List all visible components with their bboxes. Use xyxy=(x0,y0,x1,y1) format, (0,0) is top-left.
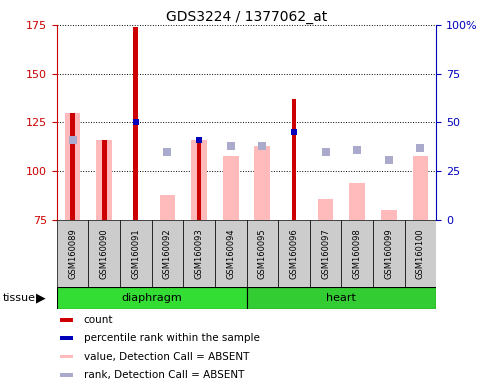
Bar xyxy=(215,25,246,220)
Bar xyxy=(120,220,152,287)
Text: GSM160098: GSM160098 xyxy=(352,228,362,279)
Bar xyxy=(183,220,215,287)
Bar xyxy=(254,146,270,220)
Bar xyxy=(57,25,88,220)
Text: GSM160095: GSM160095 xyxy=(258,228,267,279)
Text: percentile rank within the sample: percentile rank within the sample xyxy=(84,333,260,343)
Text: GSM160092: GSM160092 xyxy=(163,228,172,279)
Text: GSM160089: GSM160089 xyxy=(68,228,77,279)
Text: GSM160097: GSM160097 xyxy=(321,228,330,279)
Bar xyxy=(278,25,310,220)
Bar xyxy=(191,140,207,220)
Text: GSM160093: GSM160093 xyxy=(195,228,204,279)
Bar xyxy=(246,220,278,287)
Bar xyxy=(223,156,239,220)
Bar xyxy=(57,287,246,309)
Bar xyxy=(102,140,106,220)
Bar xyxy=(215,220,246,287)
Bar xyxy=(61,318,73,321)
Bar xyxy=(405,25,436,220)
Bar xyxy=(65,113,80,220)
Text: diaphragm: diaphragm xyxy=(121,293,182,303)
Text: GSM160100: GSM160100 xyxy=(416,228,425,279)
Bar xyxy=(350,183,365,220)
Bar xyxy=(278,220,310,287)
Bar xyxy=(134,27,138,220)
Text: heart: heart xyxy=(326,293,356,303)
Text: GSM160090: GSM160090 xyxy=(100,228,108,279)
Bar xyxy=(88,220,120,287)
Bar xyxy=(310,25,341,220)
Bar xyxy=(373,220,405,287)
Bar xyxy=(61,336,73,340)
Bar xyxy=(70,113,75,220)
Bar xyxy=(57,220,88,287)
Bar xyxy=(341,25,373,220)
Bar xyxy=(96,140,112,220)
Bar xyxy=(61,354,73,358)
Bar xyxy=(246,25,278,220)
Bar xyxy=(183,25,215,220)
Bar xyxy=(61,373,73,377)
Bar xyxy=(291,99,296,220)
Bar xyxy=(310,220,341,287)
Text: GSM160094: GSM160094 xyxy=(226,228,235,279)
Bar xyxy=(373,25,405,220)
Bar xyxy=(381,210,397,220)
Text: GSM160099: GSM160099 xyxy=(385,228,393,279)
Bar xyxy=(160,195,176,220)
Bar xyxy=(246,287,436,309)
Text: tissue: tissue xyxy=(2,293,35,303)
Text: value, Detection Call = ABSENT: value, Detection Call = ABSENT xyxy=(84,351,249,361)
Bar xyxy=(152,25,183,220)
Text: GDS3224 / 1377062_at: GDS3224 / 1377062_at xyxy=(166,10,327,23)
Text: count: count xyxy=(84,314,113,324)
Bar xyxy=(317,199,333,220)
Bar xyxy=(120,25,152,220)
Bar xyxy=(405,220,436,287)
Bar xyxy=(413,156,428,220)
Bar xyxy=(197,140,202,220)
Text: GSM160096: GSM160096 xyxy=(289,228,298,279)
Text: GSM160091: GSM160091 xyxy=(131,228,141,279)
Bar xyxy=(341,220,373,287)
Text: rank, Detection Call = ABSENT: rank, Detection Call = ABSENT xyxy=(84,370,244,380)
Bar xyxy=(88,25,120,220)
Text: ▶: ▶ xyxy=(35,292,45,305)
Bar xyxy=(152,220,183,287)
